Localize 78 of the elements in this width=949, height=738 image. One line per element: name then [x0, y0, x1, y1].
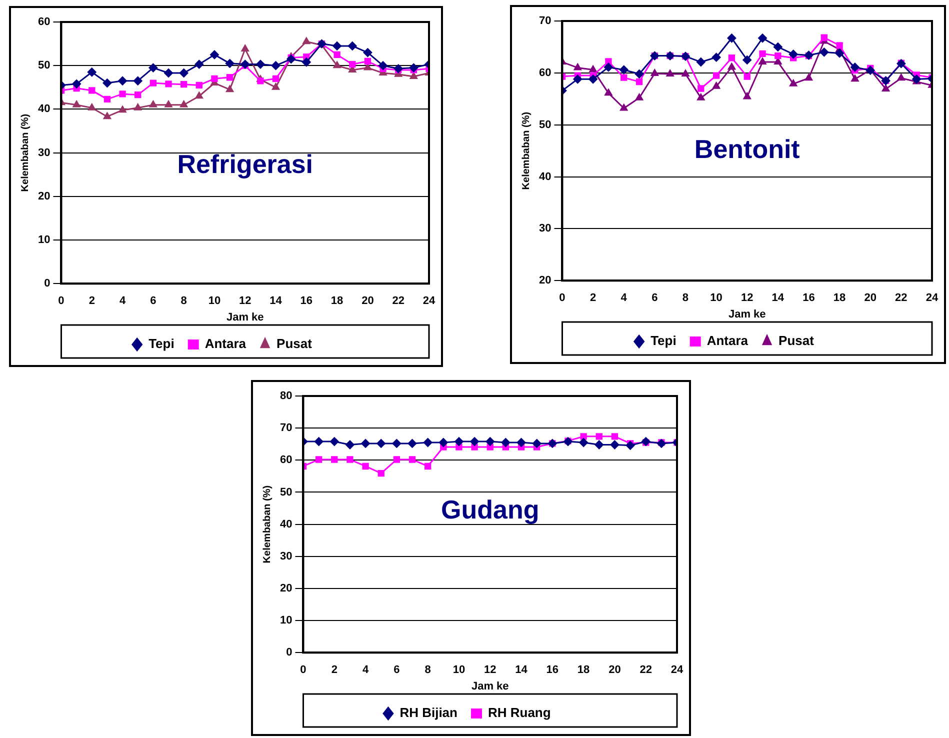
y-tick-label: 50	[38, 60, 50, 72]
legend-label: Antara	[706, 333, 749, 348]
x-tick-label: 22	[640, 664, 652, 676]
x-tick-label: 6	[394, 664, 400, 676]
legend-label: Pusat	[276, 336, 313, 352]
x-tick-label: 24	[670, 664, 684, 676]
x-tick-label: 6	[652, 292, 658, 304]
y-tick-label: 60	[538, 66, 552, 79]
x-tick-label: 4	[362, 664, 370, 676]
x-axis-title: Jam ke	[728, 308, 766, 320]
x-tick-label: 2	[88, 295, 95, 308]
x-tick-label: 18	[577, 664, 590, 676]
y-tick-label: 60	[280, 454, 292, 466]
x-tick-label: 18	[330, 295, 344, 308]
x-tick-label: 20	[362, 295, 374, 308]
x-tick-label: 0	[559, 292, 566, 304]
x-tick-label: 24	[926, 292, 939, 304]
x-tick-label: 16	[300, 295, 313, 308]
x-tick-label: 2	[331, 664, 338, 676]
legend-label: RH Ruang	[488, 705, 551, 720]
y-tick-label: 20	[38, 190, 50, 202]
x-tick-label: 8	[682, 292, 689, 304]
x-tick-label: 22	[392, 295, 404, 308]
x-tick-label: 22	[895, 292, 908, 304]
legend-label: Tepi	[650, 333, 676, 348]
y-tick-label: 30	[538, 222, 552, 235]
y-tick-label: 40	[280, 518, 292, 530]
legend-label: Pusat	[778, 333, 815, 348]
x-axis-title: Jam ke	[471, 680, 509, 692]
y-tick-label: 60	[38, 16, 50, 28]
x-tick-label: 4	[119, 295, 126, 308]
legend-label: Tepi	[148, 336, 174, 352]
legend-label: RH Bijian	[400, 705, 458, 720]
text: Bentonit	[694, 134, 800, 164]
x-tick-label: 16	[546, 664, 559, 676]
y-tick-label: 20	[280, 582, 292, 594]
y-tick-label: 0	[286, 646, 292, 659]
legend-label: Antara	[204, 336, 247, 352]
x-tick-label: 10	[452, 664, 466, 676]
y-tick-label: 70	[280, 422, 292, 434]
y-tick-label: 80	[280, 390, 292, 402]
x-tick-label: 12	[740, 292, 754, 304]
x-tick-label: 12	[238, 295, 252, 308]
x-tick-label: 4	[620, 292, 628, 304]
x-tick-label: 14	[515, 664, 528, 676]
x-tick-label: 12	[484, 664, 496, 676]
x-tick-label: 0	[58, 295, 64, 308]
y-tick-label: 70	[538, 15, 552, 28]
x-tick-label: 20	[864, 292, 876, 304]
x-tick-label: 8	[180, 295, 187, 308]
x-tick-label: 20	[608, 664, 621, 676]
y-axis-title: Kelembaban (%)	[20, 114, 31, 192]
y-tick-label: 30	[38, 146, 50, 159]
y-tick-label: 10	[280, 614, 292, 627]
x-tick-label: 2	[590, 292, 596, 304]
text: Gudang	[441, 494, 540, 525]
x-tick-label: 10	[208, 295, 221, 308]
y-tick-label: 0	[44, 278, 50, 290]
x-axis-title: Jam ke	[226, 311, 264, 324]
y-tick-label: 50	[280, 486, 292, 498]
x-tick-label: 0	[300, 664, 306, 676]
y-tick-label: 10	[38, 234, 50, 246]
y-tick-label: 40	[538, 170, 552, 183]
y-tick-label: 30	[280, 550, 292, 562]
x-tick-label: 16	[802, 292, 815, 304]
y-tick-label: 40	[38, 103, 50, 116]
text: Refrigerasi	[177, 149, 314, 180]
y-tick-label: 50	[538, 118, 552, 131]
x-tick-label: 18	[833, 292, 846, 304]
y-axis-title: Kelembaban (%)	[520, 112, 532, 190]
x-tick-label: 10	[710, 292, 722, 304]
x-tick-label: 14	[772, 292, 785, 304]
x-tick-label: 8	[424, 664, 431, 676]
y-tick-label: 20	[538, 274, 552, 287]
y-axis-title: Kelembaban (%)	[262, 485, 273, 564]
x-tick-label: 6	[150, 295, 156, 308]
x-tick-label: 24	[422, 295, 436, 308]
x-tick-label: 14	[270, 295, 283, 308]
